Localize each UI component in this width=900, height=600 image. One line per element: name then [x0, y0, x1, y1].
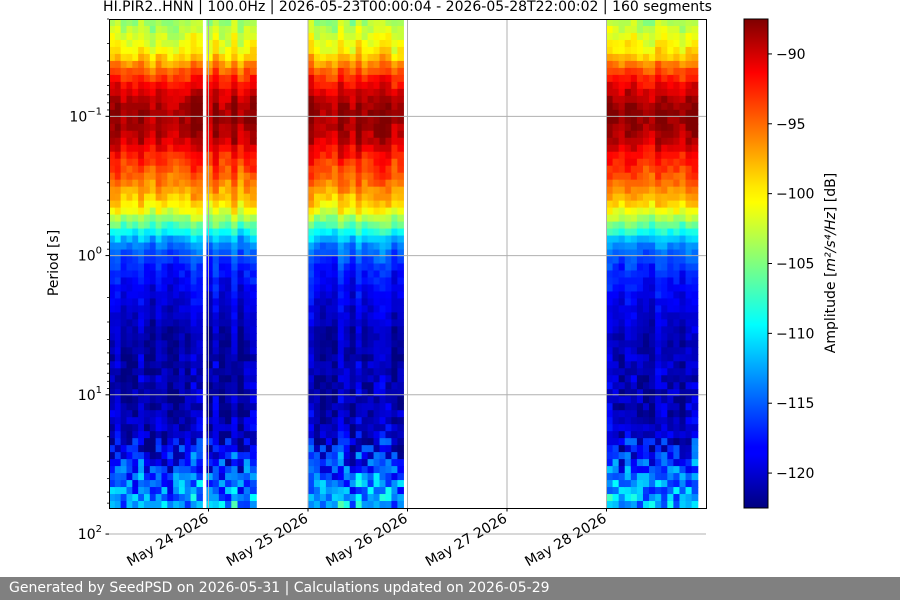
- x-axis-ticks: May 24 2026 May 25 2026 May 26 2026 May 27 …: [124, 508, 610, 571]
- colorbar-label: Amplitude [m²/s⁴/Hz] [dB]: [823, 173, 839, 353]
- x-tick-label: May 28 2026: [522, 511, 609, 571]
- y-tick-label: 100: [78, 246, 102, 265]
- y-axis-ticks: 10−1 100 101 102: [69, 18, 109, 543]
- y-tick-label: 10−1: [69, 106, 102, 125]
- footer-status: Generated by SeedPSD on 2026-05-31 | Cal…: [0, 577, 900, 600]
- psd-spectrogram-chart: HI.PIR2..HNN | 100.0Hz | 2026-05-23T00:0…: [46, 0, 839, 571]
- colorbar-tick-label: −115: [776, 396, 814, 412]
- colorbar: [743, 18, 769, 509]
- heatmap-segment: [308, 19, 404, 508]
- colorbar-tick-label: −120: [776, 466, 814, 482]
- heatmap-segment: [606, 19, 699, 508]
- x-tick-label: May 26 2026: [323, 511, 410, 571]
- colorbar-tick-label: −105: [776, 257, 814, 273]
- colorbar-ticks: −90 −95 −100 −105 −110 −115 −120: [768, 47, 814, 482]
- x-tick-label: May 25 2026: [224, 511, 311, 571]
- x-tick-label: May 24 2026: [124, 511, 211, 571]
- y-tick-label: 102: [78, 524, 102, 543]
- y-axis-label: Period [s]: [46, 230, 62, 296]
- y-tick-label: 101: [78, 385, 102, 404]
- colorbar-tick-label: −110: [776, 326, 814, 342]
- heatmap-segment: [109, 19, 203, 508]
- x-tick-label: May 27 2026: [423, 511, 510, 571]
- colorbar-tick-label: −100: [776, 187, 814, 203]
- heatmap-layer: [109, 19, 699, 508]
- chart-title: HI.PIR2..HNN | 100.0Hz | 2026-05-23T00:0…: [103, 0, 712, 15]
- heatmap-segment: [206, 19, 257, 508]
- colorbar-tick-label: −90: [776, 47, 806, 63]
- colorbar-tick-label: −95: [776, 117, 806, 133]
- grid-layer: [109, 19, 706, 535]
